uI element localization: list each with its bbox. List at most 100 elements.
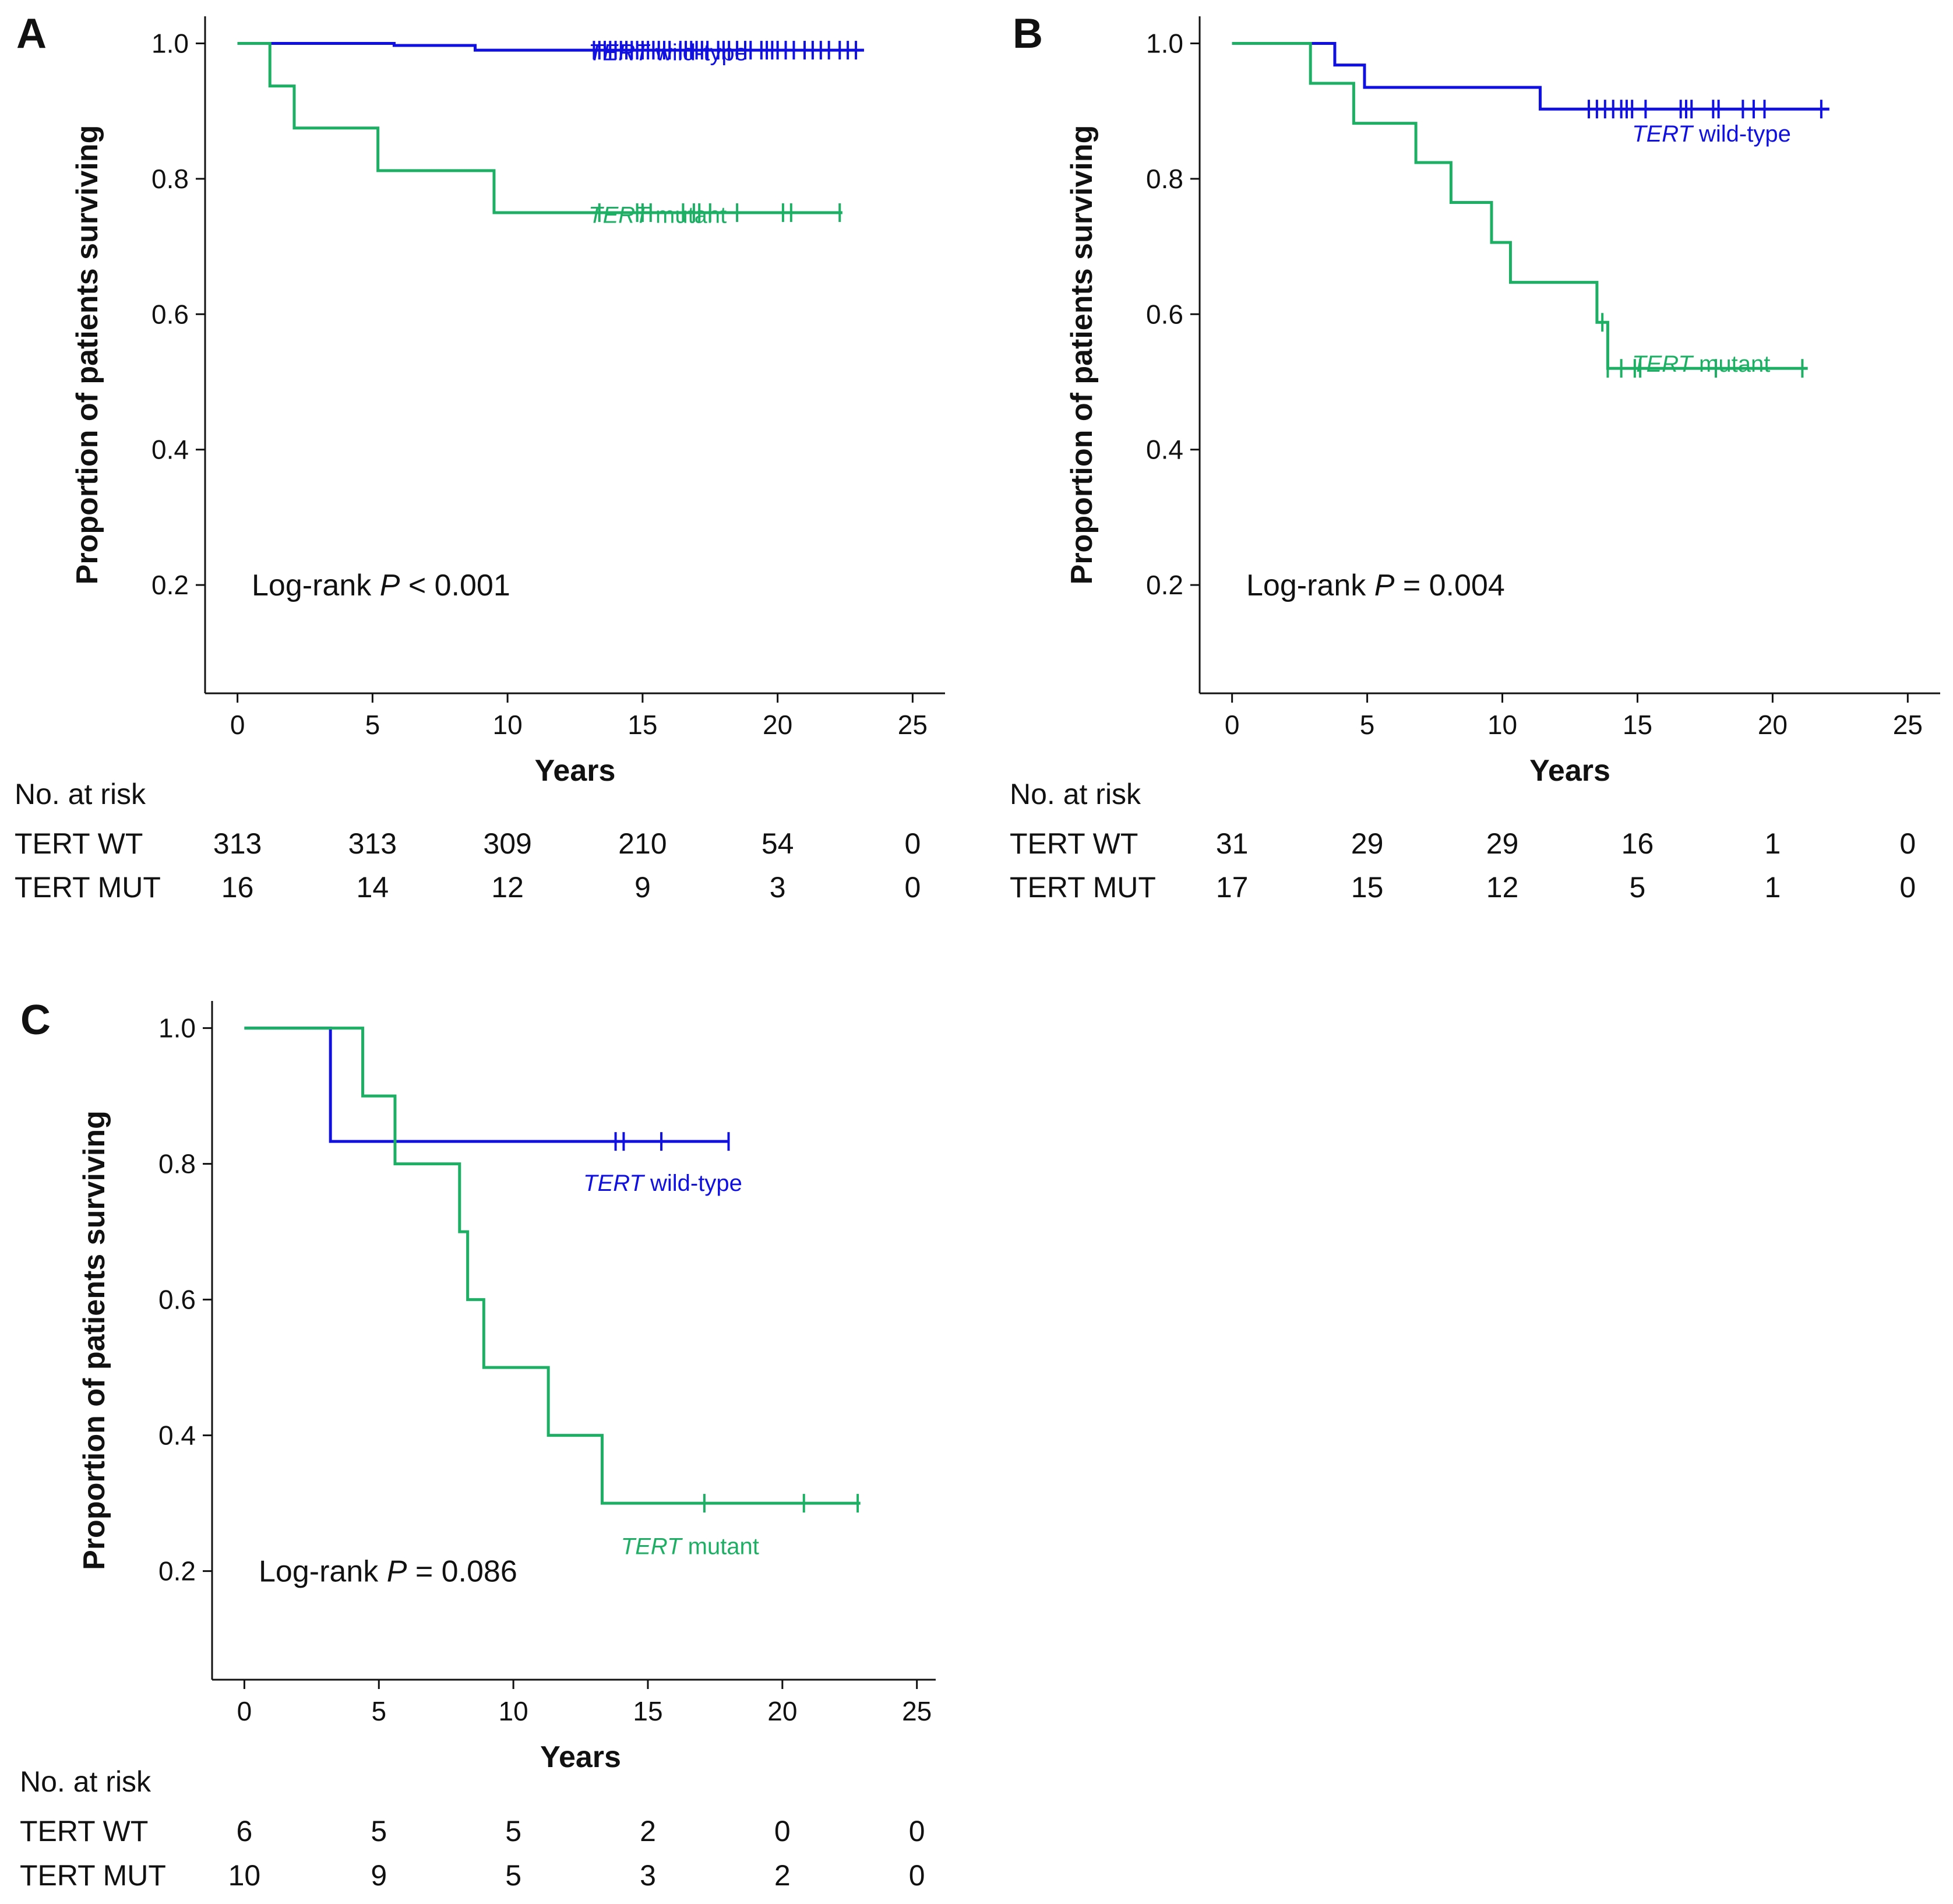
x-tick-label: 10 [493, 710, 523, 740]
x-tick-label: 25 [1893, 710, 1923, 740]
risk-count: 0 [1899, 827, 1916, 860]
x-tick-label: 15 [1623, 710, 1652, 740]
risk-count: 3 [770, 871, 786, 904]
panel-label: B [1013, 10, 1043, 57]
x-tick-label: 5 [365, 710, 380, 740]
x-tick-label: 5 [371, 1696, 386, 1726]
risk-count: 31 [1216, 827, 1249, 860]
y-tick-label: 0.8 [151, 164, 189, 194]
x-tick-label: 10 [499, 1696, 528, 1726]
series-mutant: TERT mutant [1232, 41, 1808, 378]
series-mutant: TERT mutant [244, 1027, 861, 1559]
y-tick-label: 0.2 [158, 1556, 196, 1586]
panel-a: A 0 5 10 15 20 25 0.2 0.4 0.6 0.8 1.0 Years Proportio… [15, 10, 945, 904]
y-tick-label: 0.4 [1146, 435, 1183, 465]
series-wild-type: TERT wild-type [1232, 41, 1829, 147]
logrank-pvalue: Log-rank P = 0.086 [259, 1555, 517, 1589]
series-label: TERT mutant [1632, 351, 1770, 377]
x-tick-label: 20 [767, 1696, 797, 1726]
risk-count: 1 [1764, 827, 1781, 860]
risk-table-title: No. at risk [15, 778, 146, 810]
survival-curve [237, 41, 842, 214]
x-tick-label: 25 [902, 1696, 932, 1726]
risk-count: 15 [1351, 871, 1384, 904]
risk-count: 313 [213, 827, 262, 860]
panel-b: B0 5 10 15 20 250.20.40.60.81.0YearsProportio… [1010, 10, 1940, 904]
series-label: TERT wild-type [583, 1170, 742, 1196]
x-tick-label: 25 [898, 710, 928, 740]
logrank-pvalue: Log-rank P = 0.004 [1246, 569, 1505, 602]
panel-label: C [20, 997, 51, 1043]
y-tick-label: 0.6 [1146, 299, 1183, 329]
x-tick-label: 20 [1758, 710, 1788, 740]
risk-count: 12 [1486, 871, 1519, 904]
risk-count: 12 [491, 871, 524, 904]
risk-count: 14 [357, 871, 389, 904]
y-tick-label: 1.0 [1146, 28, 1183, 58]
y-tick-label: 0.4 [158, 1420, 196, 1451]
risk-count: 2 [774, 1859, 791, 1892]
x-axis-title: Years [1529, 754, 1610, 788]
risk-table: No. at risk TERT WT 6 5 5 2 0 0 TERT MUT 10 9 5 3 2 0 [20, 1765, 925, 1892]
x-tick-label: 15 [633, 1696, 662, 1726]
risk-count: 29 [1351, 827, 1384, 860]
risk-count: 0 [909, 1859, 925, 1892]
y-tick-label: 0.8 [158, 1149, 196, 1179]
y-tick-label: 0.2 [151, 570, 189, 600]
risk-count: 2 [640, 1815, 656, 1847]
x-tick-label: 0 [230, 710, 245, 740]
x-axis-title: Years [535, 754, 616, 788]
survival-curve [244, 1027, 861, 1505]
risk-count: 9 [371, 1859, 387, 1892]
y-tick-label: 0.4 [151, 435, 189, 465]
risk-count: 0 [1899, 871, 1916, 904]
risk-count: 16 [221, 871, 254, 904]
risk-row-label: TERT MUT [20, 1859, 166, 1892]
survival-curve [244, 1027, 729, 1143]
risk-count: 0 [774, 1815, 791, 1847]
y-tick-label: 1.0 [158, 1013, 196, 1043]
panel-label: A [16, 10, 47, 57]
risk-count: 9 [634, 871, 651, 904]
risk-count: 313 [348, 827, 397, 860]
y-axis-title: Proportion of patients surviving [77, 1110, 111, 1570]
logrank-pvalue: Log-rank P < 0.001 [252, 569, 510, 602]
risk-count: 29 [1486, 827, 1519, 860]
series-mutant: TERT mutant [237, 41, 842, 228]
risk-row-label: TERT WT [20, 1815, 148, 1847]
series-label: TERT wild-type [1632, 121, 1791, 147]
risk-count: 5 [505, 1815, 521, 1847]
y-tick-label: 0.8 [1146, 164, 1183, 194]
risk-count: 5 [1630, 871, 1646, 904]
y-tick-label: 0.6 [151, 299, 189, 329]
risk-count: 17 [1216, 871, 1249, 904]
risk-count: 210 [618, 827, 667, 860]
risk-count: 6 [236, 1815, 252, 1847]
x-tick-label: 0 [1225, 710, 1240, 740]
x-tick-label: 15 [628, 710, 657, 740]
y-tick-label: 1.0 [151, 28, 189, 58]
risk-table-title: No. at risk [1010, 778, 1141, 810]
panel-c: C0 5 10 15 20 250.20.40.60.81.0YearsProportio… [20, 997, 936, 1892]
risk-count: 10 [228, 1859, 261, 1892]
survival-curve [1232, 41, 1829, 111]
survival-curve [237, 41, 864, 52]
risk-count: 0 [904, 871, 921, 904]
y-tick-label: 0.2 [1146, 570, 1183, 600]
x-tick-label: 5 [1360, 710, 1375, 740]
survival-curve [1232, 41, 1808, 370]
series-label: TERT wild-type [588, 40, 748, 66]
x-tick-label: 20 [763, 710, 792, 740]
risk-row-label: TERT MUT [15, 871, 161, 904]
y-axis-title: Proportion of patients surviving [1065, 125, 1099, 585]
risk-row-label: TERT WT [15, 827, 143, 860]
risk-count: 3 [640, 1859, 656, 1892]
series-wild-type: TERT wild-type [244, 1027, 742, 1196]
risk-count: 5 [505, 1859, 521, 1892]
y-axis-title: Proportion of patients surviving [70, 125, 104, 585]
x-tick-label: 10 [1487, 710, 1517, 740]
risk-count: 54 [762, 827, 794, 860]
